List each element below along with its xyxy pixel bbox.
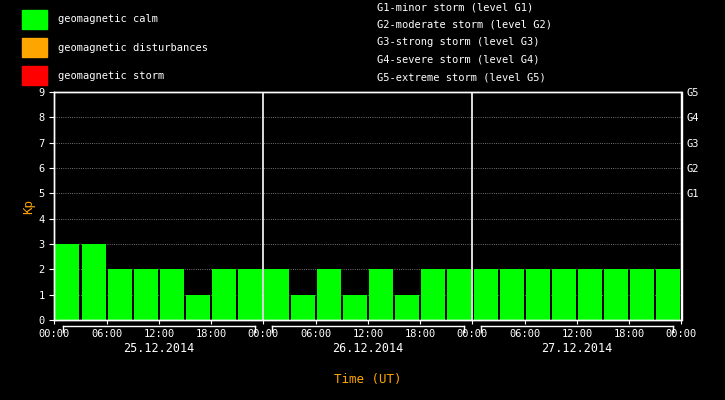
Text: G1-minor storm (level G1): G1-minor storm (level G1) xyxy=(377,2,534,12)
Bar xyxy=(630,269,655,320)
Bar xyxy=(526,269,550,320)
Bar xyxy=(239,269,262,320)
Text: geomagnetic disturbances: geomagnetic disturbances xyxy=(58,42,208,52)
Bar xyxy=(421,269,445,320)
Bar xyxy=(500,269,523,320)
Bar xyxy=(108,269,132,320)
Bar xyxy=(186,295,210,320)
Text: G5-extreme storm (level G5): G5-extreme storm (level G5) xyxy=(377,72,546,82)
Bar xyxy=(212,269,236,320)
Bar xyxy=(656,269,681,320)
Bar xyxy=(473,269,497,320)
Bar xyxy=(22,10,47,29)
Bar xyxy=(22,66,47,85)
Text: geomagnetic storm: geomagnetic storm xyxy=(58,71,165,81)
Bar xyxy=(55,244,80,320)
Bar xyxy=(22,38,47,57)
Bar xyxy=(395,295,419,320)
Text: 25.12.2014: 25.12.2014 xyxy=(123,342,194,354)
Bar xyxy=(134,269,158,320)
Bar xyxy=(81,244,106,320)
Text: G2-moderate storm (level G2): G2-moderate storm (level G2) xyxy=(377,20,552,30)
Bar xyxy=(160,269,184,320)
Bar xyxy=(317,269,341,320)
Text: G3-strong storm (level G3): G3-strong storm (level G3) xyxy=(377,37,539,47)
Y-axis label: Kp: Kp xyxy=(22,198,36,214)
Text: geomagnetic calm: geomagnetic calm xyxy=(58,14,158,24)
Text: 27.12.2014: 27.12.2014 xyxy=(542,342,613,354)
Text: Time (UT): Time (UT) xyxy=(334,373,402,386)
Bar xyxy=(291,295,315,320)
Bar xyxy=(369,269,393,320)
Bar xyxy=(604,269,628,320)
Bar xyxy=(343,295,367,320)
Bar xyxy=(447,269,471,320)
Bar xyxy=(552,269,576,320)
Bar xyxy=(578,269,602,320)
Text: 26.12.2014: 26.12.2014 xyxy=(332,342,404,354)
Bar xyxy=(265,269,289,320)
Text: G4-severe storm (level G4): G4-severe storm (level G4) xyxy=(377,55,539,65)
